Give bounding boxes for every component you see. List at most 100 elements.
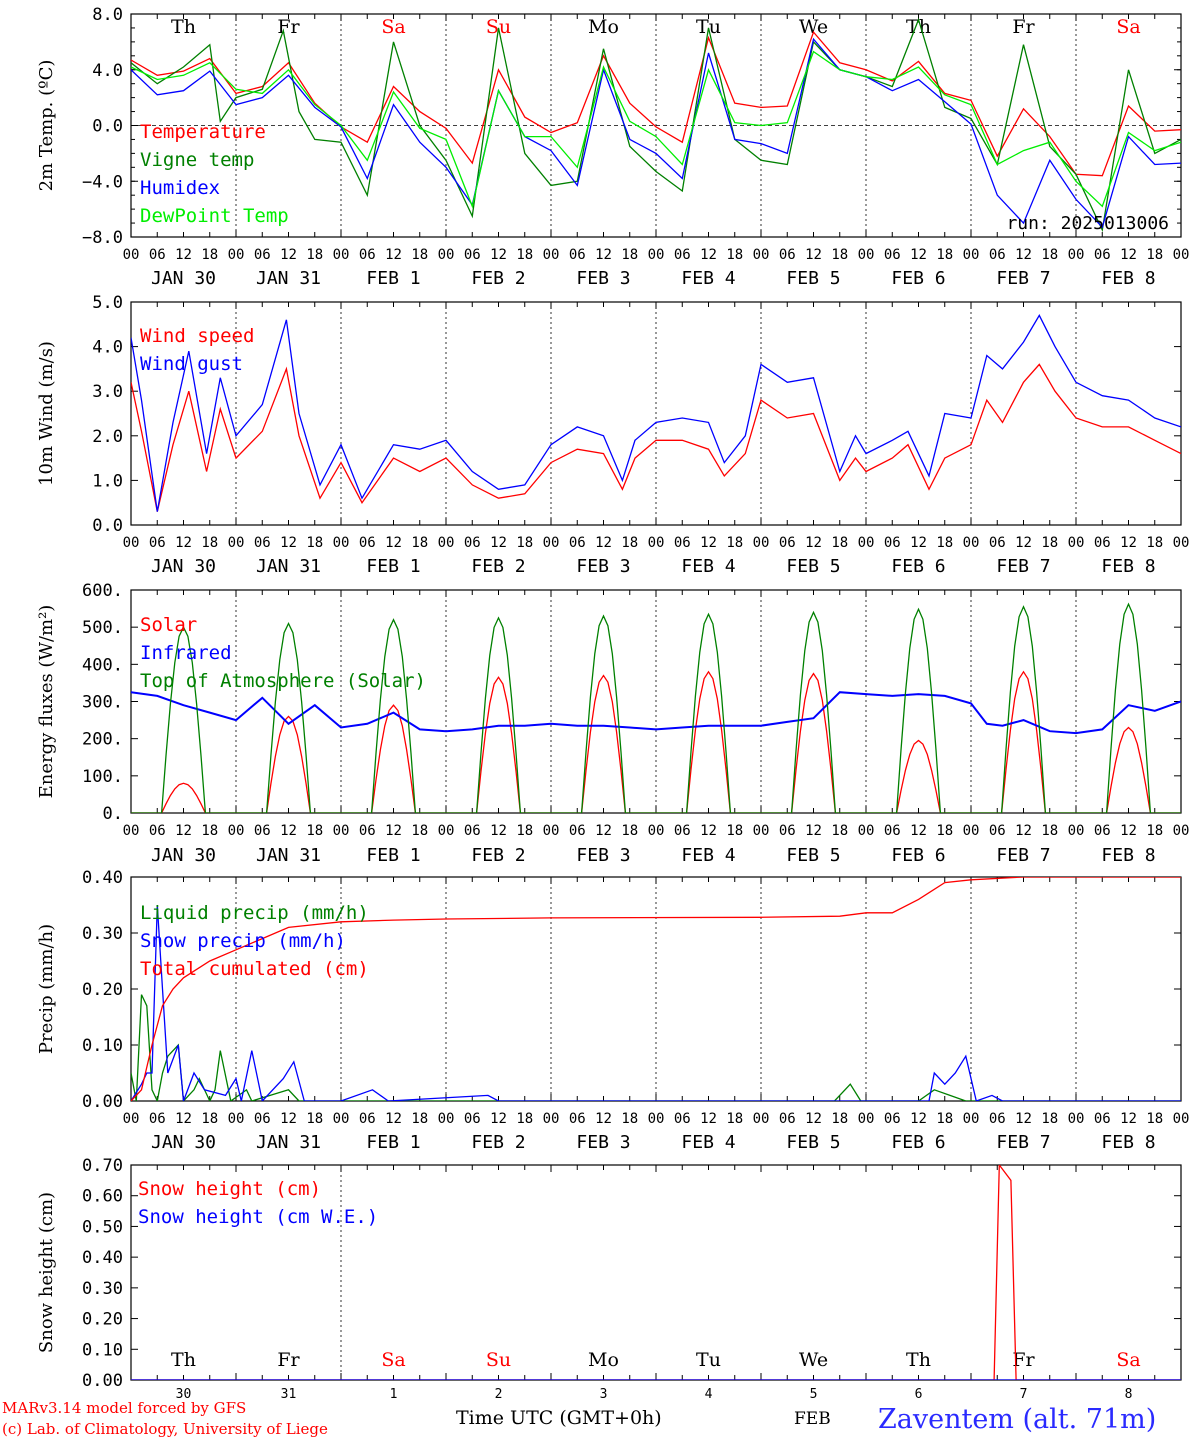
- weekday-label: Su: [486, 1349, 511, 1371]
- hour-label: 12: [700, 1111, 717, 1127]
- date-label: JAN 31: [256, 1132, 321, 1153]
- hour-label: 00: [333, 247, 350, 263]
- y-tick-label: 0.00: [82, 1371, 123, 1391]
- hour-label: 06: [464, 247, 481, 263]
- series-line-humidex: [131, 37, 1181, 229]
- date-label: FEB 7: [996, 556, 1050, 577]
- series-line-top-of-atmosphere-solar: [131, 602, 1181, 813]
- hour-label: 18: [936, 247, 953, 263]
- hour-label: 18: [726, 1111, 743, 1127]
- hour-label: 06: [1094, 1111, 1111, 1127]
- day-number-label: 31: [281, 1387, 297, 1402]
- legend-entry: Solar: [140, 614, 197, 636]
- legend-entry: Vigne temp: [140, 149, 254, 171]
- legend-entry: Infrared: [140, 642, 232, 664]
- series-line-infrared: [131, 691, 1181, 735]
- hour-label: 00: [1173, 535, 1190, 551]
- hour-label: 00: [963, 1111, 980, 1127]
- hour-label: 18: [936, 1111, 953, 1127]
- hour-label: 06: [989, 823, 1006, 839]
- hour-label: 06: [149, 535, 166, 551]
- date-label: FEB 6: [891, 845, 945, 866]
- date-label: FEB 2: [471, 1132, 525, 1153]
- date-label: FEB 8: [1101, 268, 1155, 289]
- y-axis-label: 10m Wind (m/s): [36, 341, 57, 486]
- hour-label: 12: [385, 1111, 402, 1127]
- hour-label: 12: [910, 247, 927, 263]
- hour-label: 06: [149, 1111, 166, 1127]
- series-line-temperature: [131, 30, 1181, 177]
- date-label: FEB 5: [786, 268, 840, 289]
- hour-label: 18: [1041, 535, 1058, 551]
- weekday-label: Fr: [277, 16, 300, 38]
- hour-label: 00: [123, 823, 140, 839]
- date-label: FEB 4: [681, 268, 735, 289]
- hour-label: 00: [753, 823, 770, 839]
- date-label: FEB 4: [681, 845, 735, 866]
- y-tick-label: 0.10: [82, 1036, 123, 1056]
- day-number-label: 8: [1125, 1387, 1133, 1402]
- date-label: FEB 3: [576, 845, 630, 866]
- hour-label: 00: [753, 1111, 770, 1127]
- hour-label: 12: [490, 535, 507, 551]
- hour-label: 18: [621, 247, 638, 263]
- hour-label: 00: [228, 1111, 245, 1127]
- hour-label: 12: [175, 247, 192, 263]
- hour-label: 06: [359, 247, 376, 263]
- hour-label: 06: [674, 823, 691, 839]
- hour-label: 00: [543, 823, 560, 839]
- hour-label: 18: [831, 823, 848, 839]
- hour-label: 12: [595, 823, 612, 839]
- date-label: FEB 7: [996, 268, 1050, 289]
- hour-label: 18: [516, 247, 533, 263]
- date-label: JAN 31: [256, 845, 321, 866]
- hour-label: 06: [989, 247, 1006, 263]
- hour-label: 12: [700, 247, 717, 263]
- hour-label: 12: [1015, 535, 1032, 551]
- hour-label: 18: [1146, 1111, 1163, 1127]
- hour-label: 00: [543, 247, 560, 263]
- hour-label: 12: [910, 535, 927, 551]
- y-tick-label: 0.30: [82, 1279, 123, 1299]
- series-line-liquid-precip-mm-h: [131, 994, 1181, 1101]
- date-label: FEB 1: [366, 845, 420, 866]
- series-line-snow-precip-mm-h: [131, 904, 1181, 1101]
- panel-energy: 600. 500. 400. 300. 200. 100. 0. Energy fluxes …: [36, 581, 1189, 866]
- hour-label: 00: [123, 247, 140, 263]
- weekday-label: Th: [171, 1349, 196, 1371]
- hour-label: 18: [306, 535, 323, 551]
- weekday-label: Sa: [381, 1349, 405, 1371]
- weekday-label: Fr: [1012, 1349, 1035, 1371]
- weekday-label: Mo: [588, 16, 619, 38]
- hour-label: 06: [359, 823, 376, 839]
- hour-label: 00: [648, 823, 665, 839]
- hour-label: 00: [123, 535, 140, 551]
- panel-temperature: 8.0 4.0 0.0 −4.0 −8.0 2m Temp. (ºC) Th Fr Sa Su Mo…: [36, 5, 1189, 289]
- legend-entry: Liquid precip (mm/h): [140, 902, 369, 924]
- hour-label: 00: [648, 1111, 665, 1127]
- hour-label: 12: [595, 1111, 612, 1127]
- panel-snow: 0.70 0.60 0.50 0.40 0.30 0.20 0.10 0.00 Snow hei…: [36, 1156, 1182, 1402]
- y-axis-label: Snow height (cm): [36, 1192, 57, 1353]
- day-number-label: 4: [705, 1387, 713, 1402]
- y-tick-label: 300.: [82, 693, 123, 713]
- legend-entry: Wind speed: [140, 325, 254, 347]
- hour-label: 06: [674, 1111, 691, 1127]
- hour-label: 00: [753, 247, 770, 263]
- date-label: FEB 1: [366, 556, 420, 577]
- date-label: JAN 31: [256, 556, 321, 577]
- date-label: FEB 3: [576, 556, 630, 577]
- legend-entry: Snow precip (mm/h): [140, 930, 346, 952]
- hour-label: 00: [858, 1111, 875, 1127]
- station-label: Zaventem (alt. 71m): [878, 1404, 1156, 1435]
- hour-label: 18: [516, 535, 533, 551]
- legend-entry: Top of Atmosphere (Solar): [140, 670, 426, 692]
- hour-label: 12: [805, 247, 822, 263]
- hour-label: 18: [621, 823, 638, 839]
- hour-label: 12: [280, 823, 297, 839]
- hour-label: 00: [543, 1111, 560, 1127]
- y-tick-label: 0.10: [82, 1340, 123, 1360]
- hour-label: 18: [621, 535, 638, 551]
- hour-label: 18: [411, 535, 428, 551]
